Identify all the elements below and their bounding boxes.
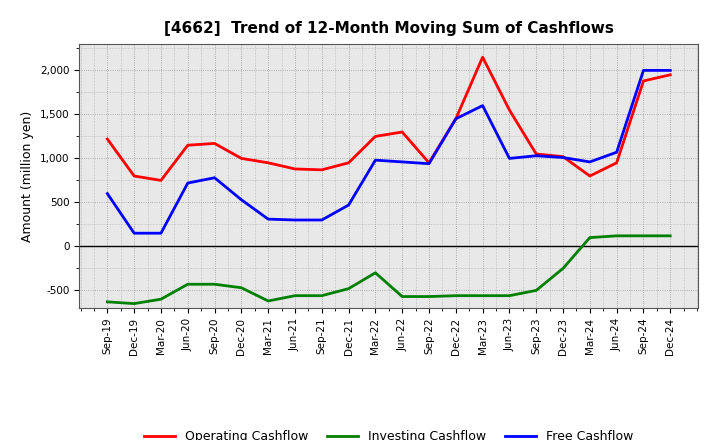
Investing Cashflow [451, 293, 460, 298]
Operating Cashflow [585, 173, 594, 179]
Investing Cashflow [425, 294, 433, 299]
Free Cashflow [585, 159, 594, 165]
Investing Cashflow [264, 298, 272, 304]
Operating Cashflow [666, 72, 675, 77]
Investing Cashflow [184, 282, 192, 287]
Free Cashflow [237, 197, 246, 202]
Investing Cashflow [585, 235, 594, 240]
Investing Cashflow [103, 299, 112, 304]
Free Cashflow [639, 68, 648, 73]
Operating Cashflow [318, 167, 326, 172]
Operating Cashflow [451, 116, 460, 121]
Investing Cashflow [237, 285, 246, 290]
Operating Cashflow [184, 143, 192, 148]
Investing Cashflow [559, 266, 567, 271]
Line: Investing Cashflow: Investing Cashflow [107, 236, 670, 304]
Operating Cashflow [237, 156, 246, 161]
Free Cashflow [130, 231, 138, 236]
Free Cashflow [425, 161, 433, 166]
Operating Cashflow [398, 129, 407, 135]
Line: Free Cashflow: Free Cashflow [107, 70, 670, 233]
Investing Cashflow [371, 270, 379, 275]
Free Cashflow [666, 68, 675, 73]
Legend: Operating Cashflow, Investing Cashflow, Free Cashflow: Operating Cashflow, Investing Cashflow, … [139, 425, 639, 440]
Title: [4662]  Trend of 12-Month Moving Sum of Cashflows: [4662] Trend of 12-Month Moving Sum of C… [164, 21, 613, 36]
Operating Cashflow [103, 136, 112, 142]
Line: Operating Cashflow: Operating Cashflow [107, 57, 670, 180]
Free Cashflow [210, 175, 219, 180]
Free Cashflow [157, 231, 166, 236]
Free Cashflow [103, 191, 112, 196]
Operating Cashflow [344, 160, 353, 165]
Operating Cashflow [264, 160, 272, 165]
Investing Cashflow [639, 233, 648, 238]
Free Cashflow [318, 217, 326, 223]
Free Cashflow [612, 150, 621, 155]
Investing Cashflow [344, 286, 353, 291]
Operating Cashflow [612, 160, 621, 165]
Operating Cashflow [559, 154, 567, 159]
Free Cashflow [532, 153, 541, 158]
Free Cashflow [291, 217, 300, 223]
Investing Cashflow [210, 282, 219, 287]
Operating Cashflow [425, 160, 433, 165]
Investing Cashflow [532, 288, 541, 293]
Investing Cashflow [157, 297, 166, 302]
Investing Cashflow [318, 293, 326, 298]
Investing Cashflow [478, 293, 487, 298]
Free Cashflow [398, 159, 407, 165]
Investing Cashflow [291, 293, 300, 298]
Investing Cashflow [130, 301, 138, 306]
Free Cashflow [344, 202, 353, 208]
Operating Cashflow [130, 173, 138, 179]
Free Cashflow [371, 158, 379, 163]
Operating Cashflow [291, 166, 300, 172]
Investing Cashflow [398, 294, 407, 299]
Free Cashflow [451, 116, 460, 121]
Free Cashflow [478, 103, 487, 108]
Investing Cashflow [666, 233, 675, 238]
Investing Cashflow [505, 293, 514, 298]
Free Cashflow [559, 155, 567, 160]
Investing Cashflow [612, 233, 621, 238]
Operating Cashflow [532, 151, 541, 157]
Operating Cashflow [505, 107, 514, 113]
Free Cashflow [184, 180, 192, 186]
Free Cashflow [505, 156, 514, 161]
Y-axis label: Amount (million yen): Amount (million yen) [22, 110, 35, 242]
Operating Cashflow [371, 134, 379, 139]
Operating Cashflow [210, 141, 219, 146]
Free Cashflow [264, 216, 272, 222]
Operating Cashflow [478, 55, 487, 60]
Operating Cashflow [639, 78, 648, 84]
Operating Cashflow [157, 178, 166, 183]
